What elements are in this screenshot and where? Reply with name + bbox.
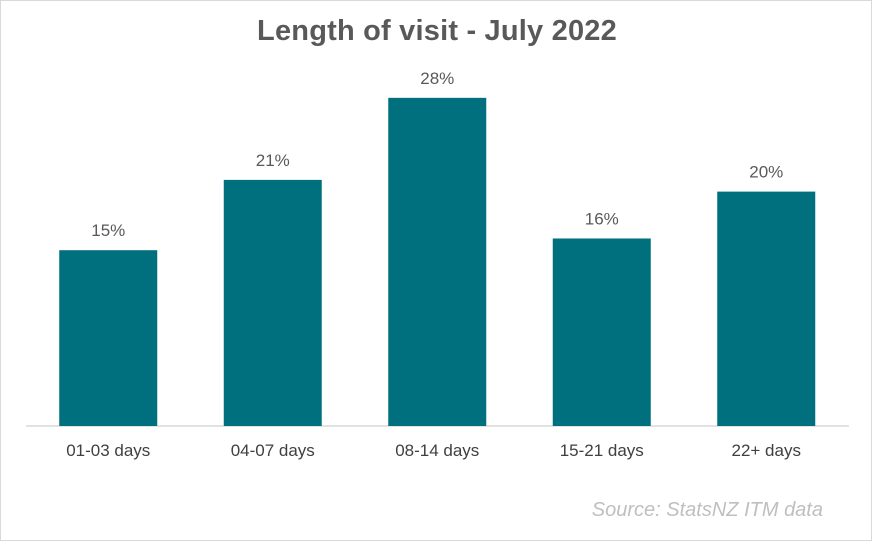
bar-22-days [717,191,816,426]
value-labels-group: 15% 21% 28% 16% 20% [91,69,783,240]
bar-15-21-days [552,238,651,426]
bar-08-14-days [388,97,487,426]
chart-title: Length of visit - July 2022 [257,15,617,47]
category-label: 01-03 days [66,441,150,460]
category-label: 22+ days [732,441,801,460]
value-label: 16% [585,209,619,228]
bar-04-07-days [223,179,322,426]
category-labels-group: 01-03 days 04-07 days 08-14 days 15-21 days… [66,441,801,460]
bars-group [59,97,816,426]
value-label: 28% [420,69,454,88]
bar-01-03-days [59,250,158,426]
value-label: 15% [91,221,125,240]
value-label: 20% [749,163,783,182]
category-label: 15-21 days [560,441,644,460]
source-note: Source: StatsNZ ITM data [591,499,823,521]
category-label: 04-07 days [231,441,315,460]
category-label: 08-14 days [395,441,479,460]
value-label: 21% [256,151,290,170]
